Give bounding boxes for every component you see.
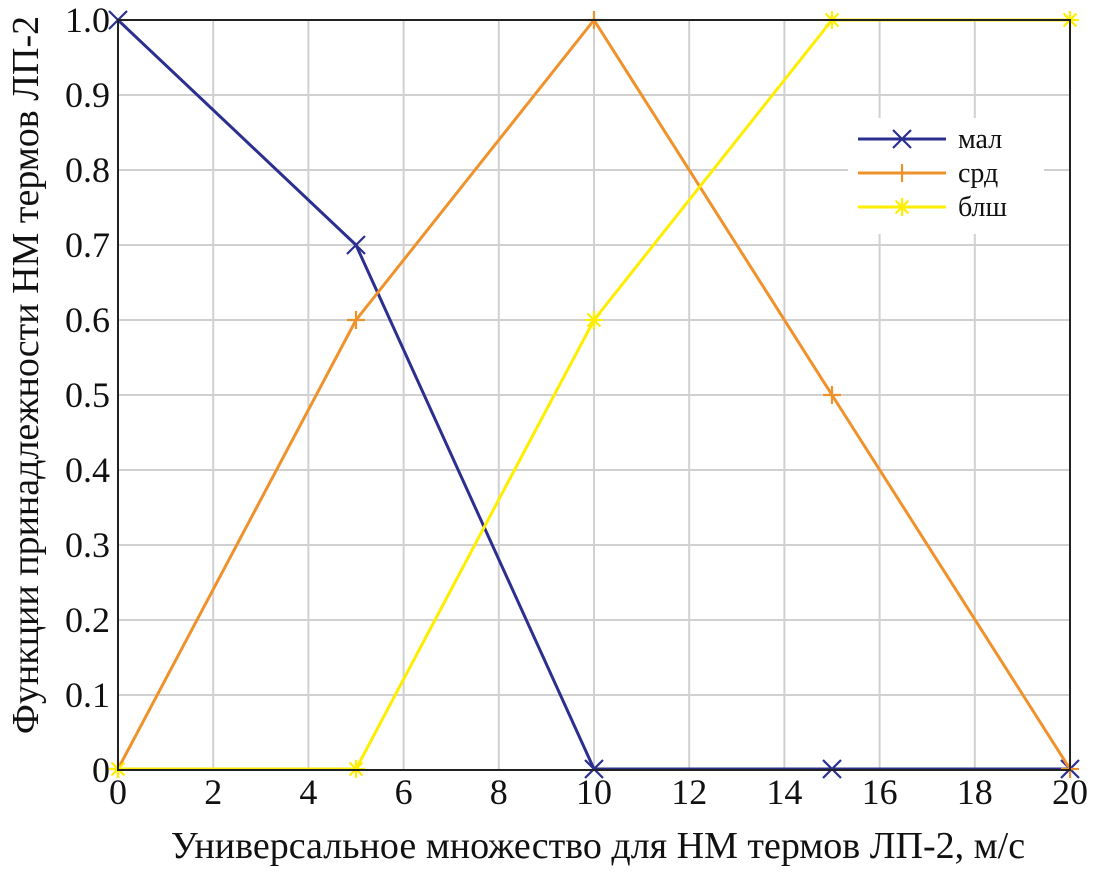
plus-marker — [893, 164, 911, 182]
x-tick-label: 6 — [395, 772, 413, 812]
legend-item: срд — [858, 158, 998, 189]
x-tick-label: 2 — [204, 772, 222, 812]
x-tick-label: 20 — [1052, 772, 1088, 812]
x-tick-label: 4 — [299, 772, 317, 812]
y-tick-label: 0.1 — [65, 675, 110, 715]
y-tick-label: 0.5 — [65, 375, 110, 415]
legend-label: мал — [958, 124, 1002, 155]
y-tick-label: 0.9 — [65, 75, 110, 115]
x-tick-label: 12 — [671, 772, 707, 812]
star-marker — [585, 311, 603, 329]
x-marker — [346, 235, 366, 255]
legend-label: срд — [958, 158, 998, 189]
x-axis-title: Универсальное множество для НМ термов ЛП… — [171, 825, 1025, 867]
y-tick-label: 0 — [92, 750, 110, 790]
x-tick-label: 10 — [576, 772, 612, 812]
plot-frame — [117, 19, 1071, 771]
plus-marker — [347, 311, 365, 329]
x-tick-label: 0 — [109, 772, 127, 812]
y-tick-label: 0.6 — [65, 300, 110, 340]
legend-item: блш — [858, 192, 1008, 223]
legend-label: блш — [958, 192, 1008, 223]
y-tick-label: 0.3 — [65, 525, 110, 565]
y-axis-title: Функции принадлежности НМ термов ЛП-2 — [5, 16, 47, 734]
x-tick-label: 18 — [957, 772, 993, 812]
x-tick-label: 16 — [862, 772, 898, 812]
x-tick-label: 8 — [490, 772, 508, 812]
y-tick-label: 0.7 — [65, 225, 110, 265]
y-tick-label: 0.8 — [65, 150, 110, 190]
star-marker — [893, 198, 911, 216]
y-tick-label: 1.0 — [65, 0, 110, 40]
legend-box — [848, 118, 1044, 234]
tick-labels: 0 2 4 6 8 10 12 14 16 18 20 0 0.1 0.2 0.3 0.4 0.5 0.6 0.7 0… — [65, 0, 1088, 812]
x-tick-label: 14 — [766, 772, 802, 812]
plus-marker — [823, 386, 841, 404]
y-tick-label: 0.4 — [65, 450, 110, 490]
y-tick-label: 0.2 — [65, 600, 110, 640]
x-marker — [892, 129, 912, 149]
legend-item: мал — [858, 124, 1002, 155]
